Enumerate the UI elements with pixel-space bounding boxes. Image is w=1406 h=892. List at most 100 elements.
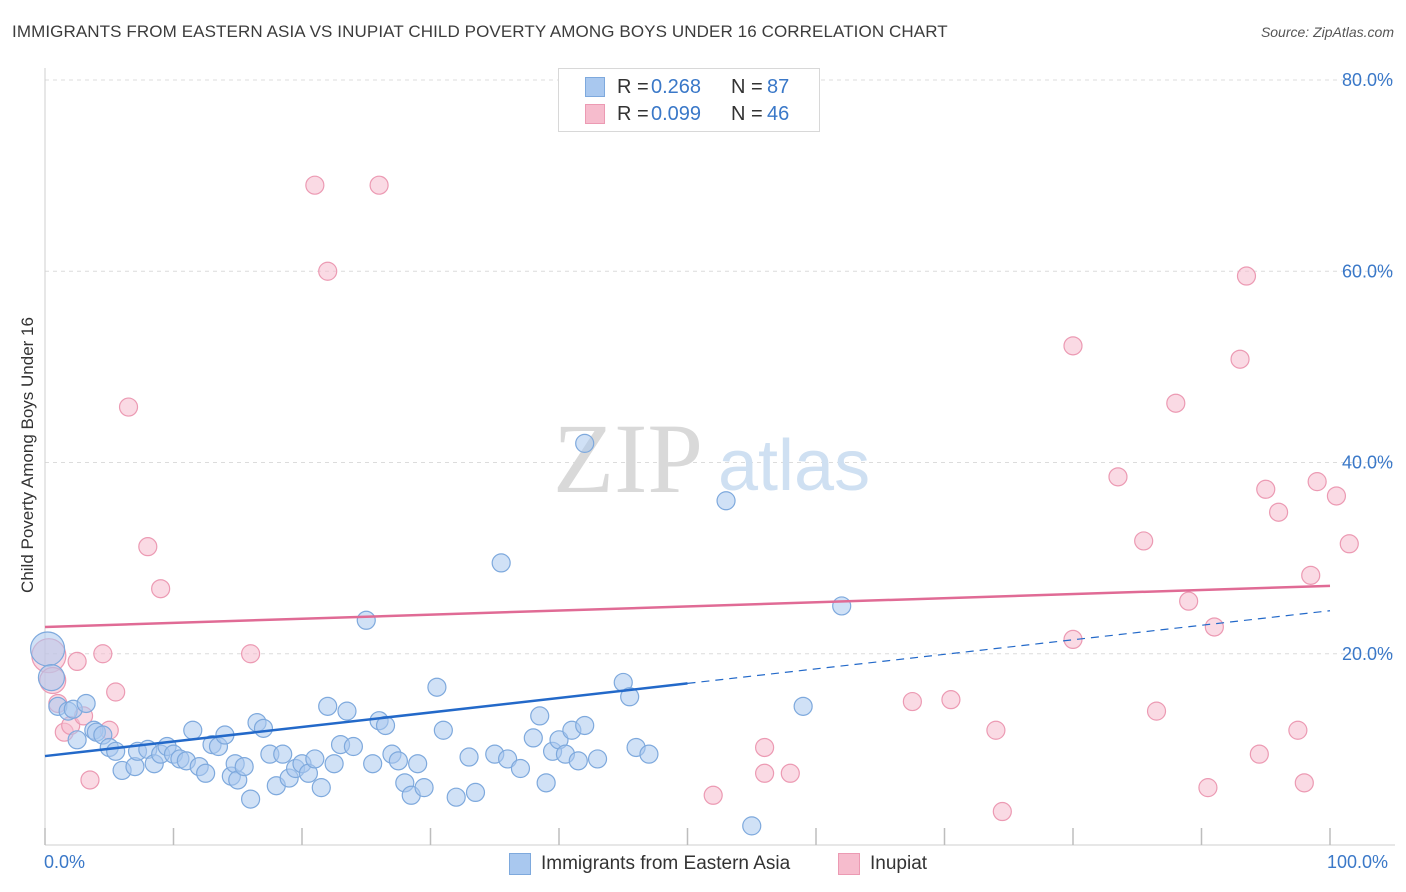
data-point — [1230, 349, 1250, 369]
data-point — [241, 789, 261, 809]
data-point — [305, 749, 325, 769]
pink-trend-line — [44, 584, 1331, 629]
data-point — [1204, 617, 1224, 637]
data-point — [1063, 336, 1083, 356]
chart-title: IMMIGRANTS FROM EASTERN ASIA VS INUPIAT … — [12, 22, 948, 41]
watermark-zip: ZIP — [553, 403, 703, 514]
legend-pink-label: Inupiat — [870, 853, 928, 874]
data-point — [1339, 534, 1359, 554]
data-point — [273, 744, 293, 764]
data-point — [356, 610, 376, 630]
data-point — [1288, 720, 1308, 740]
data-point — [1301, 565, 1321, 585]
data-point — [67, 730, 87, 750]
blue-swatch — [585, 77, 605, 97]
data-point — [446, 787, 466, 807]
data-point — [29, 631, 66, 667]
data-point — [305, 175, 325, 195]
data-point — [902, 691, 922, 712]
data-point — [369, 175, 389, 195]
data-point — [1249, 744, 1269, 764]
data-point — [138, 537, 158, 557]
data-point — [388, 751, 408, 771]
data-point — [151, 579, 171, 599]
pink-n-label: N = — [731, 103, 763, 125]
data-point — [575, 433, 595, 453]
data-point — [1108, 467, 1128, 487]
data-point — [716, 491, 736, 511]
legend: Immigrants from Eastern Asia Inupiat — [0, 852, 1406, 878]
y-tick-label: 20.0% — [1342, 644, 1393, 664]
data-point — [1198, 778, 1218, 798]
data-point — [754, 763, 775, 783]
data-point — [241, 644, 261, 664]
data-point — [433, 720, 453, 740]
data-point — [639, 744, 659, 764]
gridlines — [45, 79, 1395, 655]
data-point — [498, 749, 518, 769]
data-point — [106, 741, 126, 761]
data-point — [1179, 591, 1199, 611]
data-point — [253, 718, 274, 738]
data-point — [793, 696, 813, 716]
data-point — [1166, 393, 1186, 413]
data-point — [363, 754, 383, 774]
blue-n-label: N = — [731, 76, 763, 98]
data-point — [1268, 502, 1289, 522]
pink-swatch — [585, 104, 605, 124]
data-point — [183, 720, 203, 740]
data-point — [510, 758, 531, 779]
axes — [44, 68, 1395, 846]
source-label: Source: ZipAtlas.com — [1260, 24, 1394, 40]
data-point — [196, 763, 216, 783]
data-point — [234, 756, 254, 777]
data-point — [118, 397, 139, 417]
data-point — [941, 690, 961, 710]
blue-points — [29, 433, 852, 836]
blue-r-value: 0.268 — [651, 76, 702, 98]
data-point — [318, 696, 338, 716]
data-point — [703, 785, 723, 805]
pink-r-value: 0.099 — [651, 103, 702, 125]
y-tick-label: 80.0% — [1342, 70, 1393, 90]
data-point — [523, 728, 543, 748]
data-point — [1326, 486, 1347, 506]
data-point — [536, 773, 556, 793]
legend-pink-swatch — [838, 853, 860, 875]
data-point — [1134, 531, 1154, 551]
x-tick-max: 100.0% — [1327, 852, 1389, 872]
pink-r-label: R = — [617, 103, 649, 125]
data-point — [620, 687, 640, 707]
data-point — [459, 747, 479, 767]
data-point — [1256, 479, 1276, 499]
data-point — [343, 736, 363, 757]
watermark-atlas: atlas — [718, 426, 870, 506]
data-point — [80, 770, 100, 790]
data-point — [742, 816, 762, 836]
data-point — [832, 596, 852, 616]
watermark: ZIP atlas — [553, 403, 870, 514]
data-point — [992, 801, 1012, 822]
legend-blue-label: Immigrants from Eastern Asia — [541, 853, 791, 874]
data-point — [575, 715, 595, 736]
data-point — [37, 664, 66, 692]
data-point — [318, 261, 338, 281]
data-point — [1146, 701, 1167, 721]
y-tick-labels: 20.0% 40.0% 60.0% 80.0% — [1342, 70, 1393, 664]
blue-trend-extension — [687, 610, 1331, 684]
data-point — [587, 749, 608, 769]
data-point — [106, 682, 126, 702]
data-point — [427, 677, 447, 697]
y-tick-label: 40.0% — [1342, 453, 1393, 473]
blue-n-value: 87 — [767, 76, 790, 98]
data-point — [93, 644, 113, 664]
stats-box: R = 0.268 N = 87 R = 0.099 N = 46 — [558, 68, 820, 132]
data-point — [337, 701, 357, 721]
legend-blue-swatch — [509, 853, 531, 875]
data-point — [1294, 773, 1314, 793]
blue-r-label: R = — [617, 76, 649, 98]
blue-trend-line — [44, 682, 688, 758]
data-point — [465, 782, 486, 803]
data-point — [414, 778, 434, 798]
stats-row-blue: R = 0.268 N = 87 — [559, 74, 819, 100]
